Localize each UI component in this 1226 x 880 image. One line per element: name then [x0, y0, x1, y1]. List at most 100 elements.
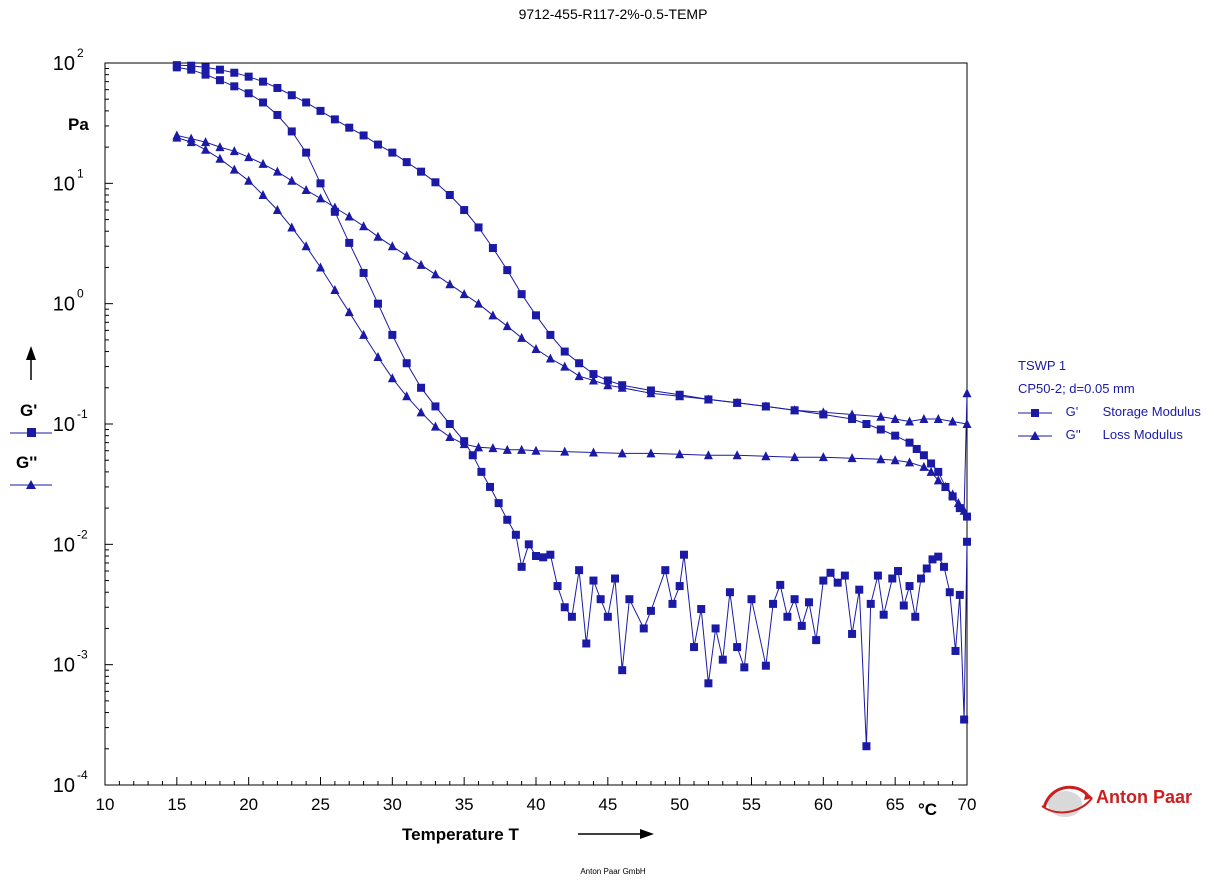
data-point-triangle	[761, 451, 771, 461]
data-point-square	[445, 420, 454, 428]
data-point-triangle	[847, 409, 857, 419]
data-point-triangle	[818, 452, 828, 462]
data-point-square	[934, 467, 943, 476]
data-point-triangle	[474, 442, 484, 452]
data-point-square	[934, 552, 943, 561]
data-point-square	[201, 63, 210, 72]
data-point-triangle	[316, 193, 325, 203]
data-point-square	[848, 629, 857, 638]
series-layer	[172, 61, 972, 751]
data-point-square	[945, 588, 954, 597]
data-point-square	[230, 82, 239, 91]
data-point-square	[474, 223, 483, 232]
data-point-triangle	[272, 205, 282, 215]
legend-subheading: CP50-2; d=0.05 mm	[1018, 381, 1135, 396]
data-point-triangle	[926, 466, 936, 476]
data-point-triangle	[959, 505, 969, 515]
legend-label: Loss Modulus	[1102, 427, 1183, 442]
x-tick-label: 30	[383, 795, 402, 814]
data-point-square	[302, 148, 311, 157]
series-g-double-prime-3	[172, 130, 972, 428]
data-point-square	[546, 330, 555, 339]
data-point-triangle	[330, 284, 340, 294]
data-point-square	[812, 636, 821, 645]
y-tick-label-base: 10	[53, 294, 75, 316]
data-point-triangle	[373, 352, 383, 362]
data-point-square	[951, 646, 960, 655]
data-point-triangle	[919, 461, 929, 471]
data-point-triangle	[545, 353, 555, 363]
data-point-square	[646, 606, 655, 615]
data-point-square	[524, 540, 533, 549]
data-point-triangle	[244, 152, 254, 162]
data-point-triangle	[905, 416, 915, 426]
y-tick-label-base: 10	[53, 655, 75, 677]
data-point-triangle	[373, 231, 383, 241]
data-point-triangle	[962, 419, 972, 428]
data-point-triangle	[201, 144, 211, 154]
data-point-square	[718, 655, 727, 664]
y-unit-label: Pa	[68, 115, 89, 134]
y-tick-label-exponent: 1	[77, 166, 84, 180]
data-point-triangle	[430, 269, 440, 279]
x-unit-label: °C	[918, 800, 937, 819]
x-tick-label: 40	[527, 795, 546, 814]
data-point-triangle	[517, 444, 527, 454]
data-point-triangle	[962, 388, 972, 398]
data-point-triangle	[287, 222, 297, 232]
data-point-triangle	[459, 439, 469, 449]
data-point-triangle	[948, 416, 958, 426]
y-tick-label-exponent: -3	[77, 648, 88, 662]
data-point-square	[963, 512, 971, 521]
data-point-triangle	[574, 371, 584, 381]
data-point-triangle	[215, 142, 225, 152]
data-point-triangle	[488, 310, 498, 320]
data-point-square	[460, 206, 469, 215]
y-tick-label-base: 10	[53, 53, 75, 75]
data-point-square	[603, 612, 612, 621]
data-point-square	[517, 562, 526, 571]
data-point-triangle	[790, 405, 800, 415]
data-point-square	[532, 551, 540, 560]
data-point-triangle	[488, 443, 498, 453]
x-axis: 10 15 20 25 30 35 40 45 50 55 60 65 70	[96, 777, 976, 814]
y-axis-arrow-icon	[26, 346, 36, 380]
data-point-triangle	[301, 241, 311, 251]
square-marker-icon	[1018, 408, 1052, 417]
data-point-triangle	[790, 452, 800, 462]
data-point-square	[888, 574, 897, 583]
data-point-square	[960, 715, 969, 724]
data-point-square	[532, 311, 540, 320]
data-point-square	[618, 666, 627, 675]
data-point-square	[769, 599, 778, 608]
x-tick-label: 45	[598, 795, 617, 814]
data-point-square	[431, 178, 440, 187]
data-point-triangle	[502, 444, 512, 454]
data-point-square	[388, 148, 397, 157]
data-point-triangle	[818, 407, 828, 417]
data-point-square	[388, 330, 397, 339]
data-point-triangle	[344, 307, 354, 317]
data-point-triangle	[847, 453, 857, 463]
data-point-triangle	[646, 388, 656, 398]
logo-text: Anton Paar	[1096, 787, 1193, 807]
data-point-square	[733, 643, 742, 652]
data-point-square	[402, 158, 411, 167]
data-point-square	[873, 571, 882, 580]
data-point-square	[675, 582, 684, 591]
y-tick-label-base: 10	[53, 414, 75, 436]
y-tick-label-exponent: 0	[77, 287, 84, 301]
data-point-square	[862, 420, 871, 428]
data-point-triangle	[416, 259, 426, 269]
data-point-square	[373, 299, 382, 308]
y-axis-label-gdoubleprime: G''	[16, 453, 37, 472]
data-point-square	[797, 621, 806, 630]
data-point-square	[287, 91, 296, 100]
legend-item-storage: G' Storage Modulus	[1018, 400, 1201, 423]
data-point-square	[503, 266, 512, 275]
data-point-triangle	[502, 321, 512, 331]
data-point-square	[273, 110, 282, 119]
data-point-square	[761, 661, 770, 670]
data-point-square	[316, 106, 325, 115]
footer-credit: Anton Paar GmbH	[580, 867, 646, 876]
